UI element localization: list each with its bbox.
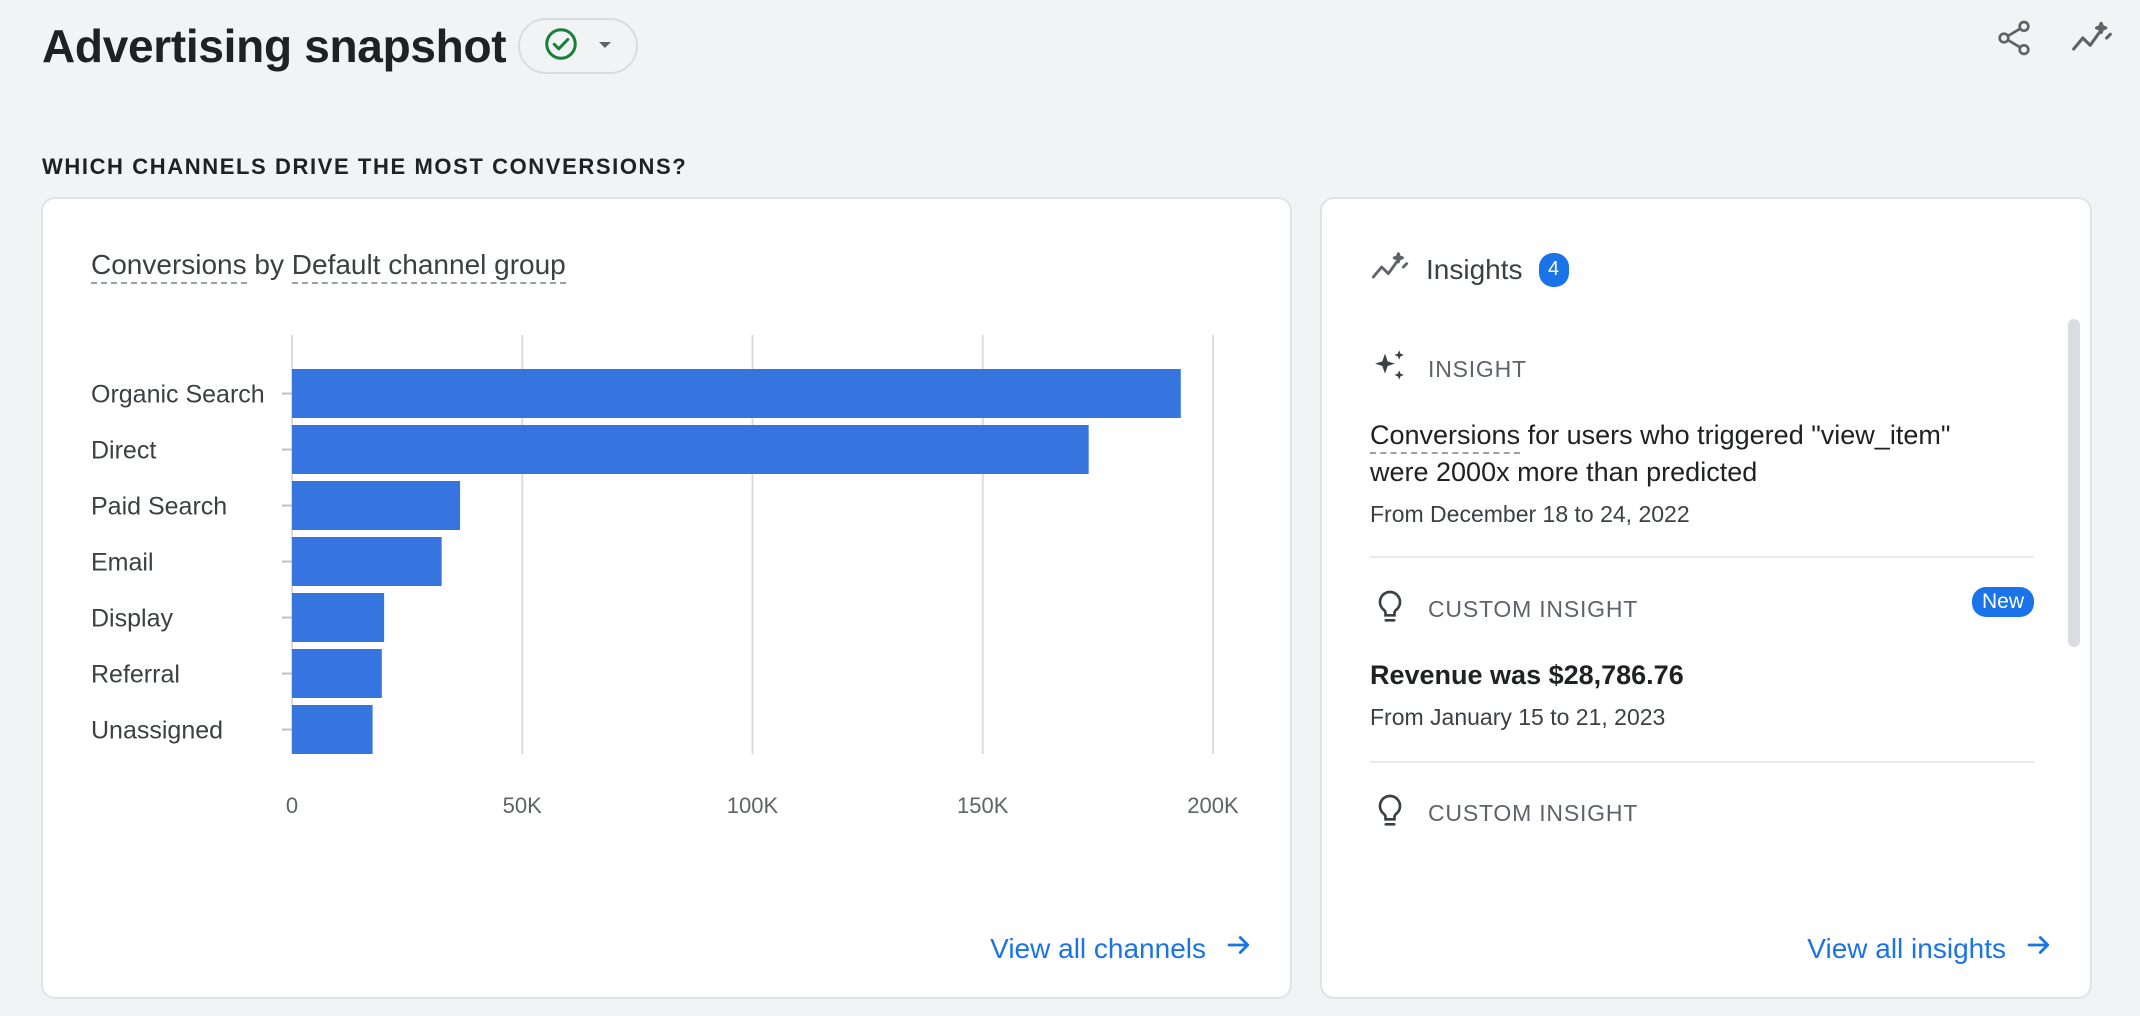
share-button[interactable] [1990,16,2038,64]
insights-header: Insights 4 [1370,247,1569,292]
insight-date: From January 15 to 21, 2023 [1370,704,1666,730]
insight-body: Revenue was $28,786.76 [1370,660,1684,690]
category-label: Unassigned [91,717,223,745]
insight-type-label: INSIGHT [1428,355,1527,382]
insight-body: Conversions for users who triggered "vie… [1370,417,2034,491]
insight-item[interactable]: INSIGHT Conversions for users who trigge… [1370,349,2034,528]
lightbulb-icon [1370,587,1410,632]
x-tick-label: 50K [503,793,542,818]
category-label: Referral [91,661,180,689]
view-all-channels-label: View all channels [990,932,1206,964]
insight-item[interactable]: CUSTOM INSIGHT New Revenue was $28,786.7… [1370,587,2034,731]
bar[interactable] [292,425,1089,474]
page-title: Advertising snapshot [42,20,507,72]
category-label: Email [91,549,154,577]
x-tick-label: 100K [727,793,779,818]
conversions-chart-card: Conversions by Default channel group 0 50… [41,197,1292,999]
x-tick-label: 150K [957,793,1009,818]
status-dropdown-chip[interactable] [518,18,639,74]
category-label: Organic Search [91,381,265,409]
bar[interactable] [292,537,442,586]
share-icon [1994,18,2034,63]
insight-metric-term: Conversions [1370,420,1521,454]
arrow-right-icon [2024,930,2054,967]
insight-type: CUSTOM INSIGHT [1370,589,2034,629]
caret-down-icon [597,37,613,55]
insight-type-label: CUSTOM INSIGHT [1428,595,1639,622]
sparkle-icon [1370,347,1410,392]
divider [1370,761,2034,763]
insight-date: From December 18 to 24, 2022 [1370,501,1690,527]
divider [1370,556,2034,558]
insight-type: INSIGHT [1370,349,2034,389]
insights-sparkline-icon [1370,247,1410,292]
view-all-channels-link[interactable]: View all channels [990,930,1254,967]
lightbulb-icon [1370,791,1410,836]
bar-chart: 0 50K 100K 150K 200K Organic Search Direct Paid… [91,335,1239,818]
insights-sparkline-icon [2070,16,2114,65]
bar[interactable] [292,369,1181,418]
check-circle-icon [543,26,579,67]
insights-card: Insights 4 INSIGHT Conversions for users… [1320,197,2092,999]
x-tick-label: 200K [1187,793,1239,818]
new-badge: New [1971,587,2034,617]
insight-type: CUSTOM INSIGHT [1370,793,2034,833]
insight-type-label: CUSTOM INSIGHT [1428,799,1639,826]
insights-title: Insights [1426,253,1523,285]
category-label: Direct [91,437,156,465]
section-heading: WHICH CHANNELS DRIVE THE MOST CONVERSION… [42,154,688,179]
view-all-insights-link[interactable]: View all insights [1807,930,2054,967]
header-actions [1990,16,2116,64]
category-label: Paid Search [91,493,227,521]
insights-scrollbar[interactable] [2068,319,2080,647]
arrow-right-icon [1224,930,1254,967]
bar[interactable] [292,481,461,530]
bar[interactable] [292,705,373,754]
view-all-insights-label: View all insights [1807,932,2006,964]
chart-title-by: by [254,249,284,280]
insights-count-badge: 4 [1538,252,1569,287]
insight-body-line1: for users who triggered "view_item" [1520,420,1951,450]
category-label: Display [91,605,173,633]
insight-item[interactable]: CUSTOM INSIGHT [1370,793,2034,833]
bar[interactable] [292,649,382,698]
insights-button[interactable] [2068,16,2116,64]
bar[interactable] [292,593,385,642]
page-header: Advertising snapshot [42,14,639,78]
metric-selector[interactable]: Conversions [91,249,247,284]
dimension-selector[interactable]: Default channel group [291,249,566,284]
x-tick-label: 0 [286,793,298,818]
insight-body-line2: were 2000x more than predicted [1370,457,1758,487]
chart-title: Conversions by Default channel group [91,249,566,284]
